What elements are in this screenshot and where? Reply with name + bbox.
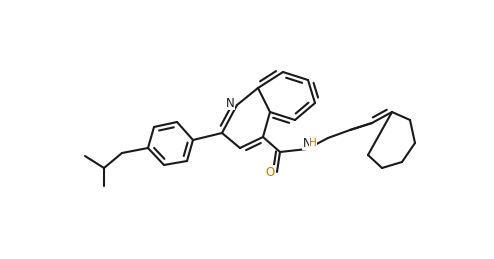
- Text: O: O: [265, 166, 275, 178]
- Text: N: N: [226, 97, 234, 110]
- Text: N: N: [303, 136, 311, 149]
- Text: H: H: [309, 138, 317, 148]
